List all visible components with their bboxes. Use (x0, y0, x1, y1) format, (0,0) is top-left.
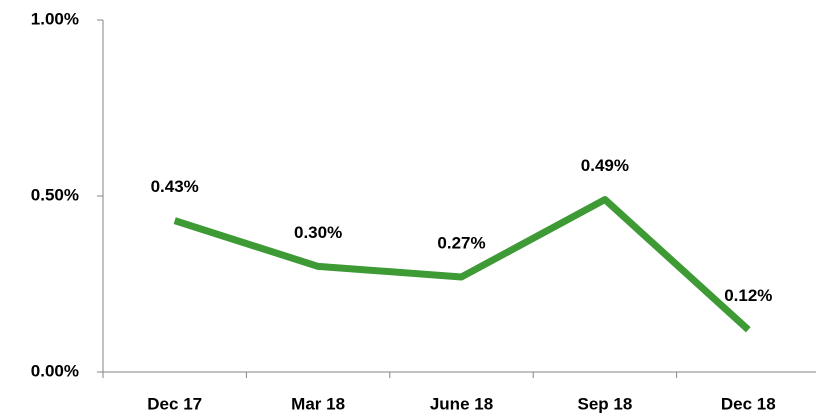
line (173, 196, 751, 333)
data-label: 0.49% (581, 156, 629, 175)
y-tick-label: 0.50% (31, 185, 79, 204)
data-label: 0.43% (151, 177, 199, 196)
y-tick-label: 1.00% (31, 9, 79, 28)
data-label: 0.30% (294, 223, 342, 242)
y-tick-label: 0.00% (31, 361, 79, 380)
x-tick-label: Dec 18 (721, 394, 776, 413)
data-label: 0.27% (437, 233, 485, 252)
data-label: 0.12% (724, 286, 772, 305)
x-tick-label: June 18 (430, 394, 493, 413)
x-tick-label: Sep 18 (577, 394, 632, 413)
x-tick-label: Dec 17 (147, 394, 202, 413)
x-tick-label: Mar 18 (291, 394, 345, 413)
